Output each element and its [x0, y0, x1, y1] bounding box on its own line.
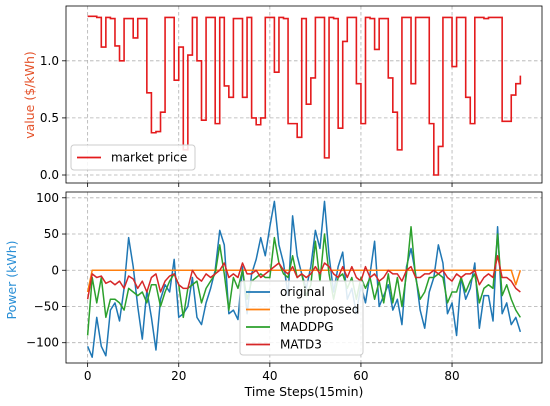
top-y-tick-label: 0.5 [40, 111, 59, 125]
series-the-proposed-line [86, 269, 522, 293]
bottom-y-tick-label: −50 [34, 299, 59, 313]
bottom-y-tick-label: 50 [44, 227, 59, 241]
bottom-y-tick-label: 0 [51, 263, 59, 277]
bottom-plot-frame [65, 191, 543, 364]
top-legend-box [70, 144, 196, 171]
top-axis-ticks: 0.0 0.5 1.0 [40, 54, 453, 187]
legend-label-market-price: market price [111, 151, 187, 165]
bottom-legend-box [239, 280, 364, 356]
series-market-price-line [87, 15, 522, 176]
top-legend: market price [70, 144, 196, 171]
x-tick-label: 0 [84, 369, 92, 383]
top-y-tick-label: 0.0 [40, 168, 59, 182]
x-tick-label: 40 [262, 369, 277, 383]
legend-label-maddpg: MADDPG [280, 320, 334, 334]
top-plot-frame [65, 5, 543, 184]
x-tick-label: 20 [171, 369, 186, 383]
legend-label-the-proposed: the proposed [280, 303, 359, 317]
top-panel: 0.0 0.5 1.0 value ($/kWh) market price [22, 5, 543, 187]
legend-label-original: original [280, 285, 325, 299]
bottom-y-tick-label: −100 [26, 336, 59, 350]
top-y-axis-title: value ($/kWh) [22, 51, 37, 139]
bottom-y-tick-label: 100 [36, 191, 59, 205]
x-axis-title: Time Steps(15min) [244, 384, 364, 399]
bottom-panel: 0 20 40 60 80 −100 −50 0 50 100 Power (kWh) Time … [4, 191, 543, 399]
x-tick-label: 80 [444, 369, 459, 383]
series-matd3-line [86, 255, 521, 300]
top-series-group [87, 15, 522, 176]
bottom-axis-ticks: 0 20 40 60 80 −100 −50 0 50 100 [26, 191, 460, 383]
x-tick-label: 60 [353, 369, 368, 383]
top-y-tick-label: 1.0 [40, 54, 59, 68]
bottom-legend: original the proposed MADDPG MATD3 [239, 280, 364, 356]
legend-label-matd3: MATD3 [280, 338, 322, 352]
bottom-y-axis-title: Power (kWh) [4, 240, 19, 319]
